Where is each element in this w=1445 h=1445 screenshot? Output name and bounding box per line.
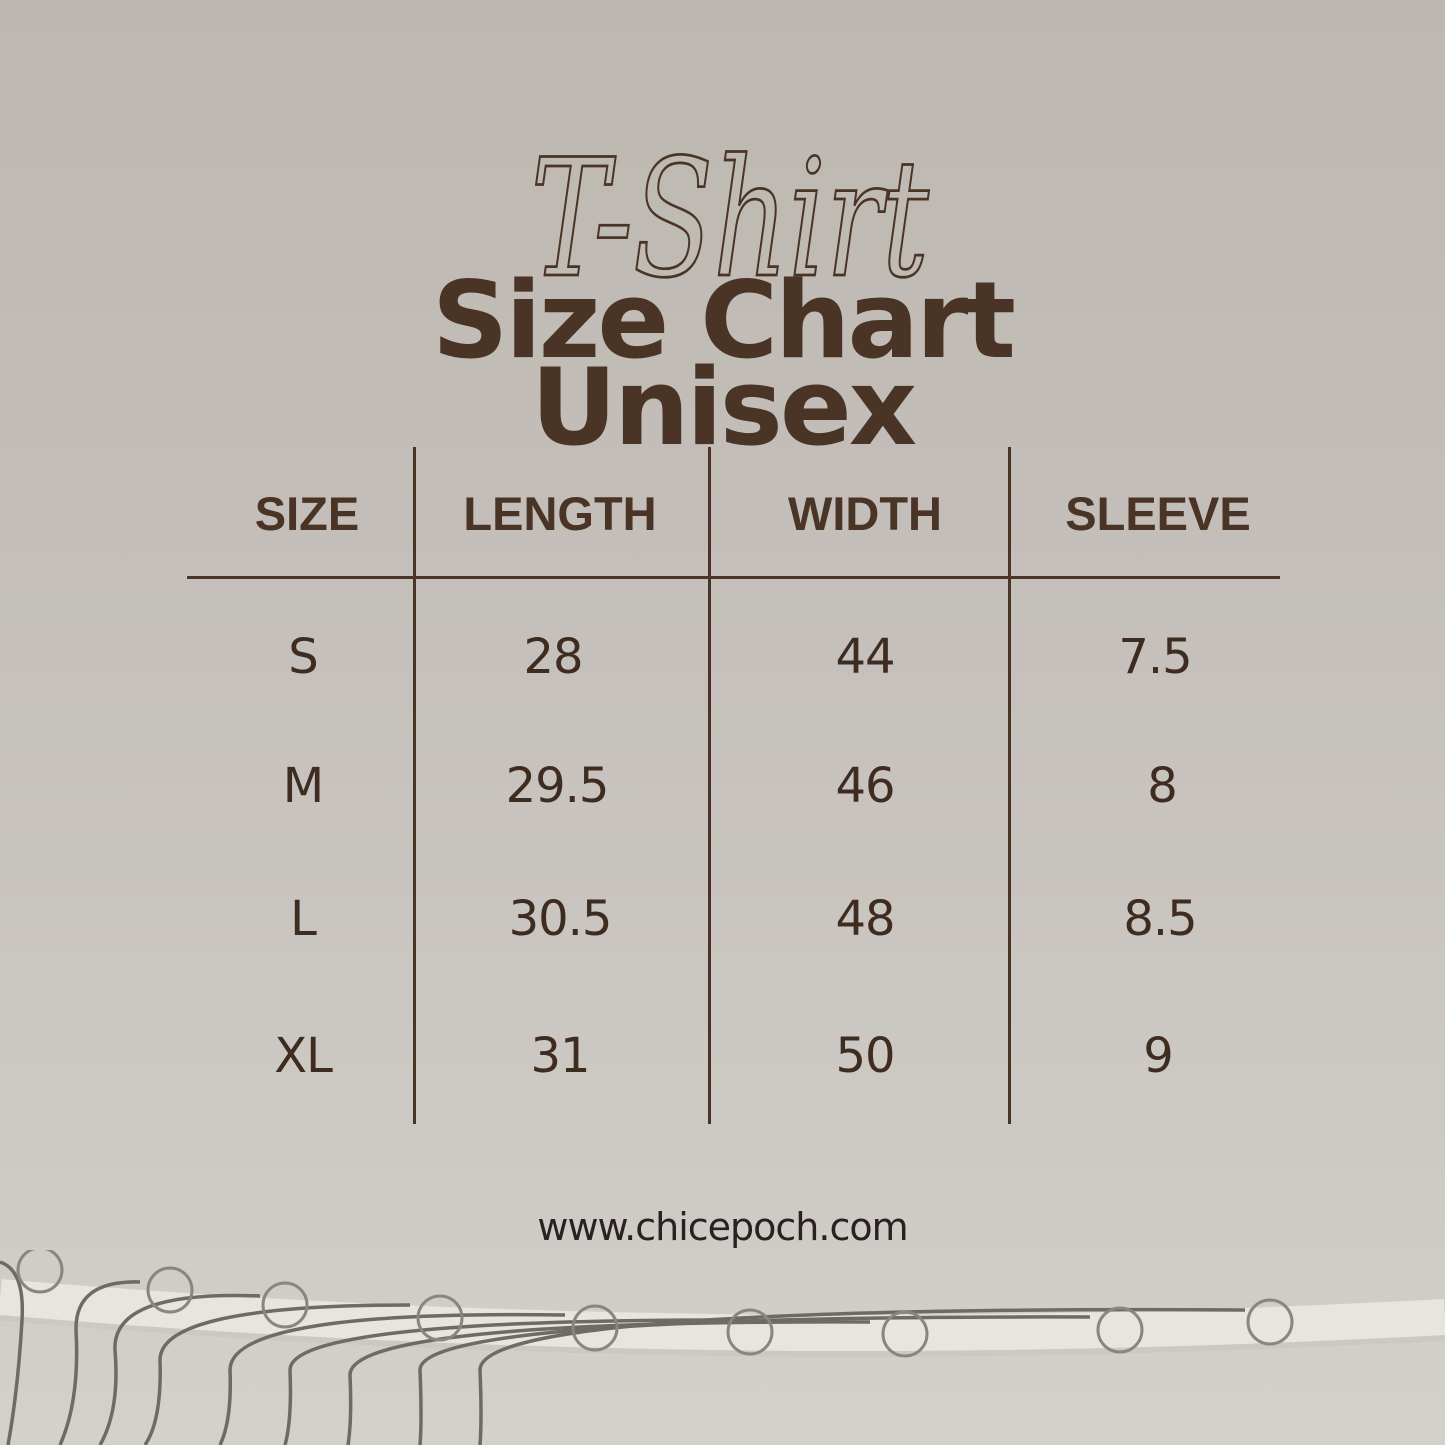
cell-sleeve: 9 bbox=[1143, 1028, 1174, 1084]
header-width: WIDTH bbox=[787, 487, 942, 540]
title-size-chart: Size Chart bbox=[432, 259, 1016, 382]
script-title-text: T-Shirt bbox=[531, 126, 930, 314]
clothing-rack-photo bbox=[0, 1250, 1445, 1445]
cell-length: 30.5 bbox=[508, 891, 613, 947]
cell-sleeve: 8.5 bbox=[1123, 891, 1197, 947]
title-unisex: Unisex bbox=[530, 346, 917, 469]
header-sleeve: SLEEVE bbox=[1065, 487, 1251, 540]
column-divider bbox=[1008, 447, 1011, 1124]
cell-size: XL bbox=[274, 1028, 333, 1084]
cell-sleeve: 8 bbox=[1147, 758, 1178, 814]
script-title: T-Shirt bbox=[529, 125, 931, 315]
header-size: SIZE bbox=[254, 487, 360, 540]
cell-width: 50 bbox=[835, 1028, 895, 1084]
cell-sleeve: 7.5 bbox=[1118, 629, 1192, 685]
cell-width: 48 bbox=[835, 891, 895, 947]
cell-size: S bbox=[288, 629, 318, 685]
cell-size: M bbox=[282, 758, 324, 814]
header-divider bbox=[187, 576, 1280, 579]
website-url: www.chicepoch.com bbox=[537, 1205, 908, 1249]
cell-length: 31 bbox=[530, 1028, 590, 1084]
cell-size: L bbox=[290, 891, 317, 947]
column-divider bbox=[708, 447, 711, 1124]
header-length: LENGTH bbox=[463, 487, 657, 540]
hanger-hooks bbox=[0, 1260, 1246, 1445]
column-divider bbox=[413, 447, 416, 1124]
cell-width: 44 bbox=[835, 629, 895, 685]
cell-length: 29.5 bbox=[505, 758, 610, 814]
cell-length: 28 bbox=[523, 629, 583, 685]
cell-width: 46 bbox=[835, 758, 895, 814]
